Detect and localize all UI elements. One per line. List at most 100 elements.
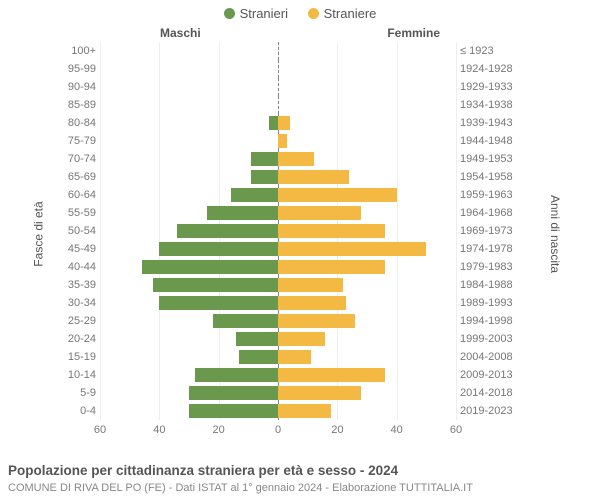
age-label: 95-99 xyxy=(60,63,100,75)
bar-female xyxy=(278,224,385,238)
bar-female xyxy=(278,260,385,274)
plot-region: 100+≤ 192395-991924-192890-941929-193385… xyxy=(60,42,520,420)
bar-pair xyxy=(100,240,456,258)
bar-female xyxy=(278,368,385,382)
age-label: 50-54 xyxy=(60,225,100,237)
pyramid-row: 60-64 1959-1963 xyxy=(60,186,520,204)
bar-male xyxy=(251,152,278,166)
birth-year-label: 1984-1988 xyxy=(456,279,520,291)
x-axis: 6040200204060 xyxy=(100,424,456,440)
bar-pair xyxy=(100,60,456,78)
bar-male xyxy=(269,116,278,130)
pyramid-row: 55-591964-1968 xyxy=(60,204,520,222)
bar-male xyxy=(177,224,278,238)
legend-item-male: Stranieri xyxy=(224,6,288,21)
x-tick-label: 60 xyxy=(94,424,106,436)
bar-male xyxy=(251,170,278,184)
birth-year-label: 2009-2013 xyxy=(456,369,520,381)
bar-male xyxy=(207,206,278,220)
pyramid-row: 25-291994-1998 xyxy=(60,312,520,330)
column-header-male: Maschi xyxy=(160,26,201,40)
birth-year-label: 1939-1943 xyxy=(456,117,520,129)
birth-year-label: 1994-1998 xyxy=(456,315,520,327)
pyramid-row: 80-84 1939-1943 xyxy=(60,114,520,132)
bar-male xyxy=(159,296,278,310)
chart-subtitle: COMUNE DI RIVA DEL PO (FE) - Dati ISTAT … xyxy=(8,482,473,494)
age-label: 30-34 xyxy=(60,297,100,309)
bar-female xyxy=(278,404,331,418)
bar-pair xyxy=(100,348,456,366)
center-line xyxy=(278,78,279,96)
birth-year-label: ≤ 1923 xyxy=(456,45,520,57)
bar-male xyxy=(189,386,278,400)
pyramid-row: 90-941929-1933 xyxy=(60,78,520,96)
age-label: 40-44 xyxy=(60,261,100,273)
bar-female xyxy=(278,296,346,310)
pyramid-row: 15-192004-2008 xyxy=(60,348,520,366)
bar-female xyxy=(278,242,426,256)
pyramid-row: 0-42019-2023 xyxy=(60,402,520,420)
age-label: 85-89 xyxy=(60,99,100,111)
legend: Stranieri Straniere xyxy=(0,0,600,24)
pyramid-row: 45-491974-1978 xyxy=(60,240,520,258)
pyramid-row: 95-991924-1928 xyxy=(60,60,520,78)
bar-pair xyxy=(100,186,456,204)
birth-year-label: 1964-1968 xyxy=(456,207,520,219)
pyramid-row: 50-541969-1973 xyxy=(60,222,520,240)
bar-female xyxy=(278,332,325,346)
bar-pair xyxy=(100,384,456,402)
bar-female xyxy=(278,278,343,292)
birth-year-label: 1959-1963 xyxy=(456,189,520,201)
bar-pair xyxy=(100,78,456,96)
birth-year-label: 1999-2003 xyxy=(456,333,520,345)
bar-pair xyxy=(100,330,456,348)
age-label: 60-64 xyxy=(60,189,100,201)
bar-female xyxy=(278,188,397,202)
bar-male xyxy=(236,332,278,346)
y-axis-label-left: Fasce di età xyxy=(32,201,46,266)
bar-pair xyxy=(100,222,456,240)
bar-male xyxy=(231,188,278,202)
birth-year-label: 1944-1948 xyxy=(456,135,520,147)
bar-female xyxy=(278,170,349,184)
legend-swatch-female xyxy=(308,8,319,19)
x-tick-label: 40 xyxy=(153,424,165,436)
pyramid-row: 20-241999-2003 xyxy=(60,330,520,348)
bar-male xyxy=(142,260,278,274)
birth-year-label: 1934-1938 xyxy=(456,99,520,111)
bar-pair xyxy=(100,132,456,150)
age-label: 5-9 xyxy=(60,387,100,399)
bar-female xyxy=(278,116,290,130)
age-label: 75-79 xyxy=(60,135,100,147)
bar-pair xyxy=(100,114,456,132)
bar-male xyxy=(213,314,278,328)
pyramid-row: 30-34 1989-1993 xyxy=(60,294,520,312)
bar-male xyxy=(239,350,278,364)
bar-pair xyxy=(100,402,456,420)
pyramid-row: 85-89 1934-1938 xyxy=(60,96,520,114)
bar-female xyxy=(278,314,355,328)
pyramid-row: 40-44 1979-1983 xyxy=(60,258,520,276)
bar-pair xyxy=(100,150,456,168)
bar-female xyxy=(278,350,311,364)
age-label: 15-19 xyxy=(60,351,100,363)
bar-pair xyxy=(100,366,456,384)
bar-pair xyxy=(100,294,456,312)
bar-pair xyxy=(100,42,456,60)
birth-year-label: 1989-1993 xyxy=(456,297,520,309)
legend-item-female: Straniere xyxy=(308,6,377,21)
x-tick-label: 0 xyxy=(275,424,281,436)
bar-pair xyxy=(100,276,456,294)
bar-pair xyxy=(100,312,456,330)
column-header-female: Femmine xyxy=(387,26,440,40)
age-label: 90-94 xyxy=(60,81,100,93)
birth-year-label: 2014-2018 xyxy=(456,387,520,399)
age-label: 45-49 xyxy=(60,243,100,255)
age-label: 80-84 xyxy=(60,117,100,129)
pyramid-row: 5-9 2014-2018 xyxy=(60,384,520,402)
birth-year-label: 1954-1958 xyxy=(456,171,520,183)
pyramid-row: 10-142009-2013 xyxy=(60,366,520,384)
pyramid-row: 70-741949-1953 xyxy=(60,150,520,168)
x-tick-label: 20 xyxy=(331,424,343,436)
birth-year-label: 1979-1983 xyxy=(456,261,520,273)
